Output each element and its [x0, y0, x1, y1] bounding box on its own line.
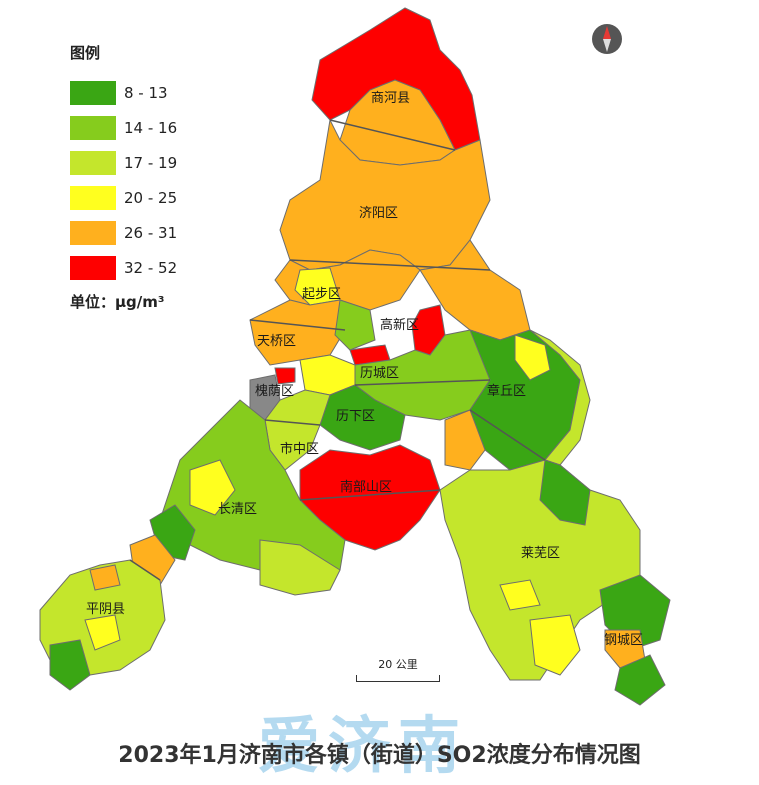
label-gaoxin: 高新区: [380, 318, 420, 333]
legend-label: 32 - 52: [124, 258, 178, 277]
legend-item: 26 - 31: [70, 215, 177, 250]
legend-label: 8 - 13: [124, 83, 168, 102]
legend-unit: 单位：μg/m³: [70, 293, 165, 311]
region-zhangqiu-orange: [444, 409, 486, 471]
legend-swatch: [70, 80, 116, 105]
district-boundaries: [129, 119, 546, 581]
watermark-logo: 爱济南: [258, 709, 469, 782]
scale-label: 20 公里: [378, 658, 418, 671]
region-tianqiao: [249, 299, 346, 366]
legend-item: 14 - 16: [70, 110, 177, 145]
legend-swatch: [70, 115, 116, 140]
legend-swatch: [70, 150, 116, 175]
legend-swatch: [70, 255, 116, 280]
region-changqing: [159, 399, 346, 581]
legend-item: 17 - 19: [70, 145, 177, 180]
scale-bar-line: [356, 675, 440, 682]
label-gangcheng: 钢城区: [604, 633, 644, 648]
legend-label: 20 - 25: [124, 188, 178, 207]
region-lixia: [319, 384, 406, 451]
label-shanghe: 商河县: [371, 91, 411, 106]
region-changqing-yellow: [189, 459, 236, 516]
legend-label: 26 - 31: [124, 223, 178, 242]
region-changqing-south: [259, 539, 341, 596]
label-changqing: 长清区: [218, 502, 258, 517]
region-gangcheng-south: [614, 654, 666, 706]
region-pingyin-yellow: [84, 614, 121, 651]
label-tianqiao: 天桥区: [257, 334, 297, 349]
legend-swatch: [70, 185, 116, 210]
region-laiwu-yellow: [529, 614, 581, 676]
legend-label: 17 - 19: [124, 153, 178, 172]
label-nanbushan: 南部山区: [340, 480, 393, 495]
legend-title: 图例: [70, 44, 101, 62]
region-pingyin-green: [49, 639, 91, 691]
label-zhangqiu: 章丘区: [487, 384, 527, 399]
region-gaoxin-east: [419, 239, 531, 341]
label-qibu: 起步区: [302, 287, 342, 302]
region-laiwu-green: [539, 459, 591, 526]
legend-item: 20 - 25: [70, 180, 177, 215]
legend-item: 32 - 52: [70, 250, 177, 285]
legend: 图例 8 - 13 14 - 16 17 - 19 20 - 25 26 - 3…: [70, 42, 177, 312]
legend-label: 14 - 16: [124, 118, 178, 137]
label-laiwu: 莱芜区: [521, 546, 561, 561]
region-laiwu-yellow2: [499, 579, 541, 611]
label-jiyang: 济阳区: [359, 206, 399, 221]
label-huaiyin: 槐荫区: [255, 384, 295, 399]
region-pingyin-orange: [89, 564, 121, 591]
region-zhangqiu-yellow: [514, 334, 551, 381]
map-title: 2023年1月济南市各镇（街道）SO2浓度分布情况图: [118, 743, 641, 768]
region-huaiyin-red: [274, 367, 296, 385]
compass-icon: [590, 22, 624, 56]
label-lixia: 历下区: [336, 409, 376, 424]
label-pingyin: 平阴县: [86, 602, 126, 617]
label-shizhong: 市中区: [280, 442, 320, 457]
scale-bar: 20 公里: [356, 656, 440, 682]
label-licheng: 历城区: [360, 366, 400, 381]
legend-item: 8 - 13: [70, 75, 177, 110]
legend-swatch: [70, 220, 116, 245]
